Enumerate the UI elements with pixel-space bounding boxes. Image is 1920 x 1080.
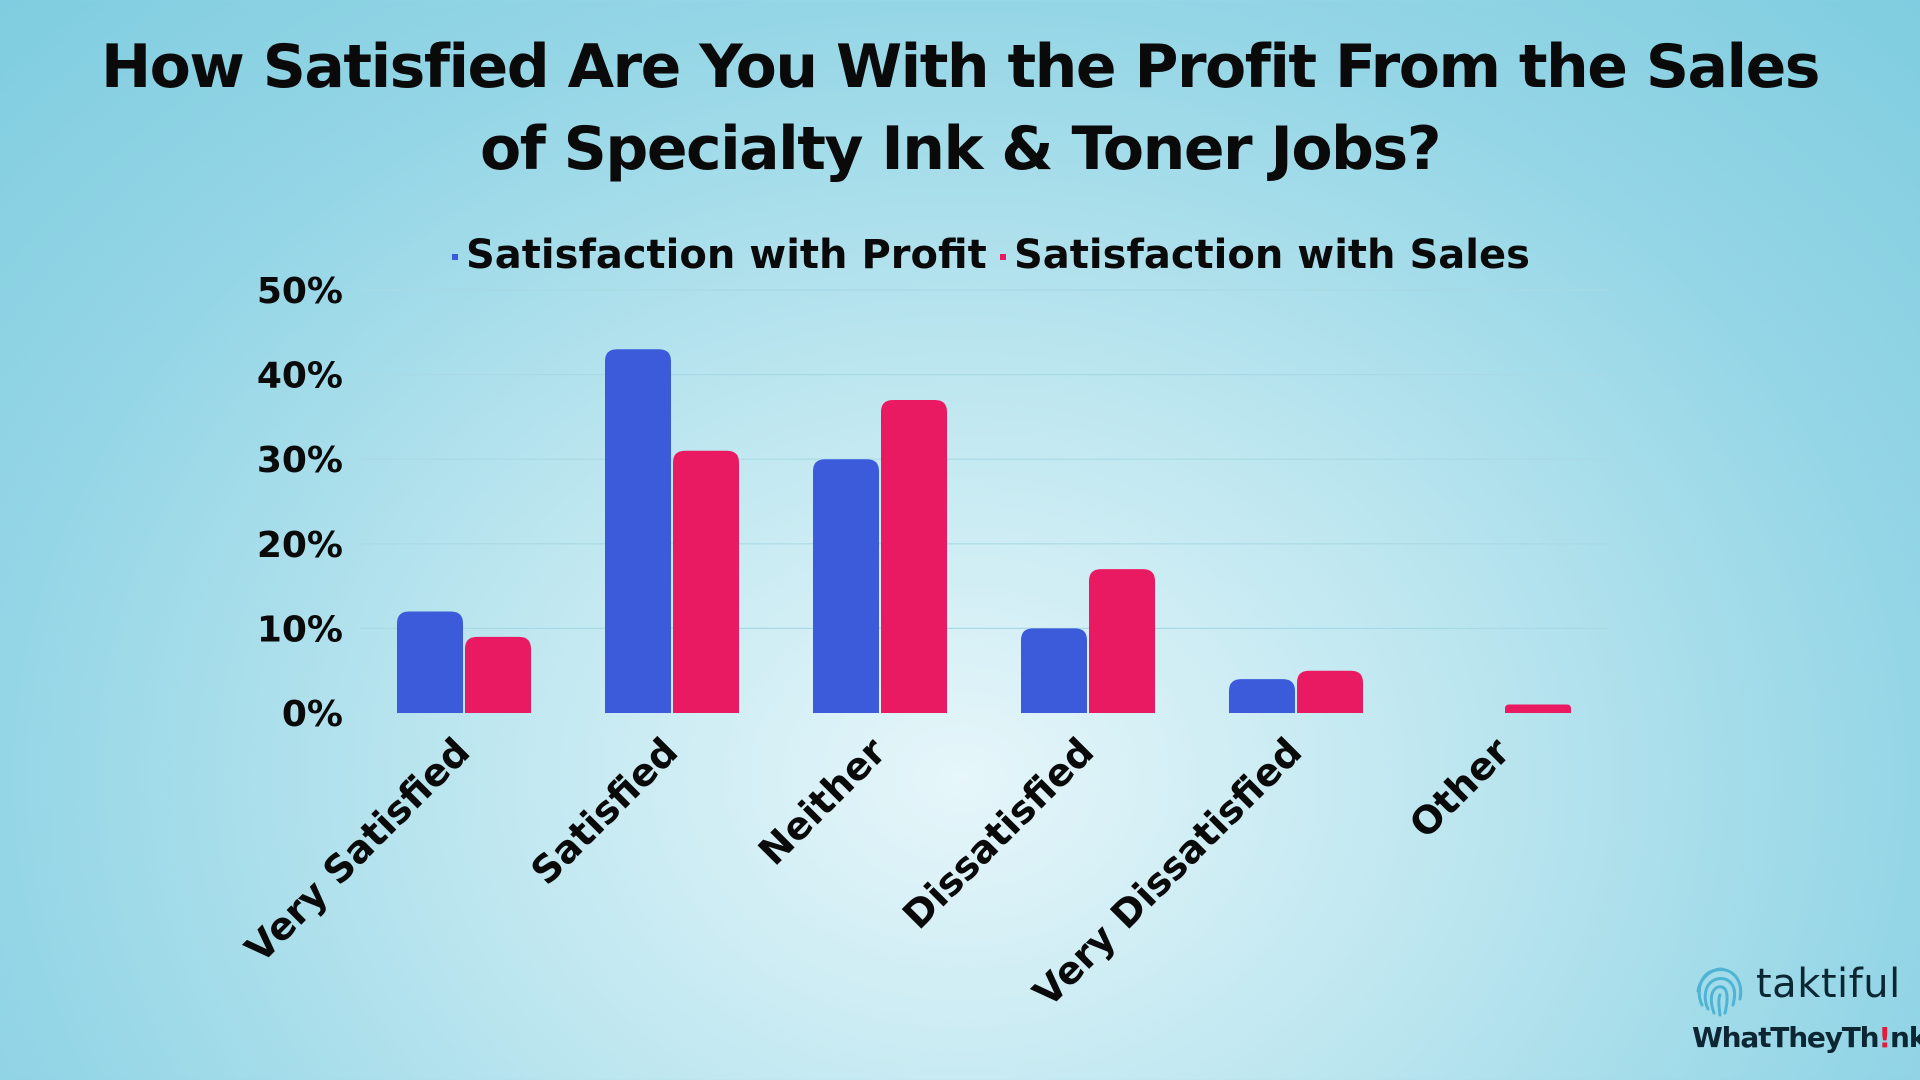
chart-title: How Satisfied Are You With the Profit Fr…	[0, 26, 1920, 190]
taktiful-logo-text: taktiful	[1756, 961, 1901, 1007]
bar-profit	[1229, 679, 1295, 713]
bar-sales	[1505, 704, 1571, 713]
bar-sales	[881, 399, 947, 713]
whattheythink-logo-text: WhatTheyTh!nk	[1692, 1021, 1920, 1054]
wtt-part-3: nk	[1890, 1021, 1920, 1054]
x-tick-label: Neither	[750, 729, 895, 874]
fingerprint-icon	[1696, 967, 1743, 1017]
legend-label: Satisfaction with Sales	[1014, 232, 1530, 278]
brand-logo: taktiful WhatTheyTh!nk	[1690, 955, 1920, 1070]
bar-profit	[1021, 628, 1087, 713]
wtt-part-1: WhatTheyTh	[1692, 1021, 1880, 1054]
legend-swatch	[452, 254, 458, 260]
bar-profit	[397, 611, 463, 713]
chart-title-line-1: How Satisfied Are You With the Profit Fr…	[100, 32, 1821, 102]
x-tick-label: Satisfied	[522, 729, 686, 893]
legend-label: Satisfaction with Profit	[466, 232, 987, 278]
x-tick-label: Other	[1401, 729, 1519, 847]
y-tick-label: 30%	[257, 440, 343, 481]
x-tick-label: Very Satisfied	[237, 729, 479, 971]
y-tick-label: 50%	[257, 271, 343, 312]
bar-sales	[673, 450, 739, 713]
wtt-part-2: !	[1878, 1021, 1891, 1054]
bar-sales	[1297, 670, 1363, 713]
bar-sales	[1089, 569, 1155, 713]
y-tick-label: 0%	[282, 694, 343, 735]
x-tick-label: Dissatisfied	[894, 729, 1102, 937]
y-tick-label: 40%	[257, 356, 343, 397]
chart-title-line-2: of Specialty Ink & Toner Jobs?	[479, 114, 1442, 184]
bar-profit	[813, 459, 879, 713]
y-tick-label: 10%	[257, 609, 343, 650]
bar-profit	[605, 349, 671, 713]
bar-sales	[465, 636, 531, 713]
legend-swatch	[1000, 254, 1006, 260]
y-tick-label: 20%	[257, 525, 343, 566]
